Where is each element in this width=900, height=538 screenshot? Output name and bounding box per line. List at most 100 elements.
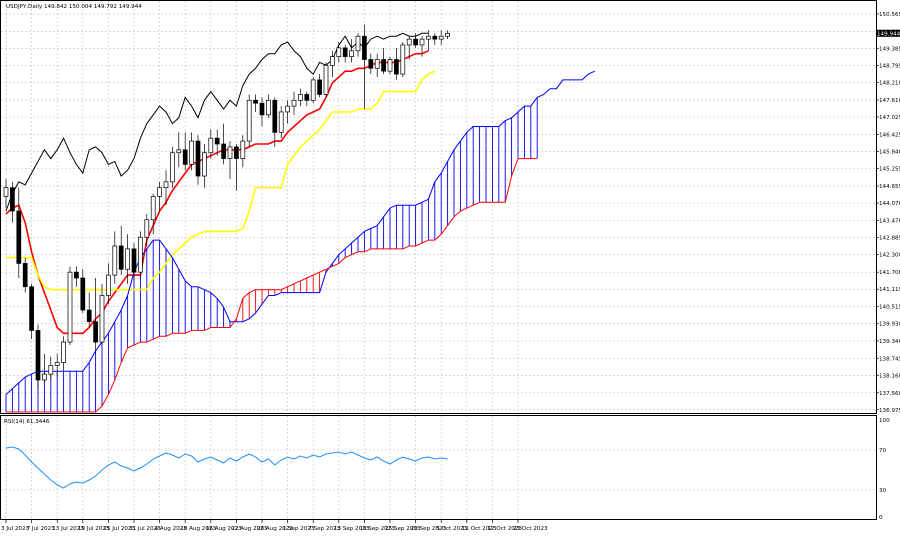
- price-tick-label: 142.885: [879, 236, 900, 242]
- date-tick-label: 16 Aug 2023: [206, 526, 242, 532]
- price-tick-label: 148.210: [879, 81, 900, 87]
- candle-body-bull: [157, 187, 162, 197]
- price-tick-label: 147.025: [879, 115, 900, 121]
- candle-body-bear: [74, 271, 79, 279]
- date-tick-label: 19 Jul 2023: [78, 526, 110, 532]
- candle-body-bear: [432, 35, 438, 40]
- candle-body-bear: [182, 149, 188, 165]
- date-tick-label: 17 Oct 2023: [487, 526, 522, 532]
- date-tick-label: 28 Aug 2023: [257, 526, 293, 532]
- rsi-level-label: 70: [879, 448, 887, 454]
- candle-body-bull: [240, 140, 246, 159]
- price-tick-label: 149.385: [879, 46, 900, 52]
- date-tick-label: 23 Oct 2023: [513, 526, 548, 532]
- candle-body-bear: [16, 210, 22, 264]
- series-line-chikou: [5, 32, 429, 212]
- candle-body-bull: [67, 271, 73, 343]
- candle-body-bear: [368, 59, 374, 69]
- candle-body-bull: [144, 219, 150, 238]
- price-tick-label: 137.560: [879, 391, 900, 397]
- price-axis: 150.565149.960149.385148.795148.210147.6…: [876, 12, 900, 414]
- candle-body-bull: [48, 365, 54, 375]
- price-tick-label: 145.840: [879, 150, 900, 156]
- candle-body-bear: [259, 102, 265, 116]
- date-tick-label: 13 Jul 2023: [52, 526, 84, 532]
- candle-body-bear: [394, 59, 399, 75]
- candle-body-bull: [336, 47, 342, 57]
- candle-body-bull: [246, 99, 252, 142]
- candle-body-bull: [163, 181, 169, 189]
- candle-body-bull: [406, 38, 412, 46]
- candle-body-bull: [112, 245, 118, 276]
- candlesticks: [3, 24, 450, 389]
- candle-body-bear: [118, 245, 124, 270]
- price-tick-label: 141.115: [879, 287, 900, 293]
- price-tick-label: 142.300: [879, 253, 900, 259]
- price-tick-label: 140.515: [879, 305, 900, 311]
- price-tick-label: 148.795: [879, 63, 900, 69]
- candle-body-bear: [22, 263, 28, 288]
- candle-body-bull: [170, 152, 175, 183]
- current-price-tag: [876, 29, 900, 37]
- date-tick-label: 22 Aug 2023: [231, 526, 267, 532]
- rsi-level-label: 30: [879, 488, 887, 494]
- rsi-indicator: 100 70 30 0: [1, 418, 890, 521]
- date-tick-label: 3 Jul 2023: [1, 526, 30, 532]
- candle-body-bear: [253, 99, 258, 104]
- candle-body-bull: [374, 59, 380, 69]
- candle-body-bull: [61, 341, 66, 363]
- price-tick-label: 146.425: [879, 133, 900, 139]
- price-tick-label: 144.070: [879, 201, 900, 207]
- candle-body-bear: [272, 99, 278, 133]
- rsi-line: [5, 446, 448, 489]
- candle-body-bull: [150, 196, 156, 221]
- rsi-level-label: 0: [879, 515, 883, 521]
- candle-body-bull: [285, 105, 290, 113]
- candle-body-bear: [131, 248, 137, 273]
- date-tick-label: 19 Sep 2023: [359, 526, 395, 532]
- date-tick-label: 25 Jul 2023: [103, 526, 135, 532]
- grid-lines: [1, 1, 876, 519]
- price-tick-label: 150.565: [879, 12, 900, 18]
- candle-body-bear: [195, 140, 201, 177]
- candle-body-bull: [387, 59, 393, 72]
- price-tick-label: 144.655: [879, 184, 900, 190]
- date-tick-label: 29 Sep 2023: [411, 526, 447, 532]
- candle-body-bull: [400, 44, 406, 75]
- date-tick-label: 7 Jul 2023: [27, 526, 56, 532]
- current-price-label: 149.944: [877, 31, 900, 37]
- date-tick-label: 11 Oct 2023: [462, 526, 497, 532]
- candle-body-bull: [202, 152, 207, 177]
- price-tick-label: 136.975: [879, 408, 900, 414]
- candle-body-bear: [86, 309, 92, 323]
- candle-body-bull: [355, 35, 361, 52]
- candle-body-bull: [445, 32, 450, 37]
- candle-body-bull: [208, 137, 214, 154]
- price-tick-label: 139.930: [879, 322, 900, 328]
- candle-body-bear: [35, 330, 41, 381]
- date-tick-label: 1 Sep 2023: [283, 526, 315, 532]
- candle-body-bull: [227, 146, 233, 159]
- candle-body-bull: [426, 35, 431, 40]
- rsi-level-label: 100: [879, 418, 890, 424]
- candle-body-bear: [304, 94, 310, 101]
- candle-body-bear: [234, 146, 239, 159]
- price-tick-label: 145.255: [879, 167, 900, 173]
- candle-body-bear: [10, 187, 15, 212]
- candle-body-bull: [125, 248, 130, 270]
- candle-body-bull: [349, 50, 354, 57]
- candle-body-bull: [189, 140, 194, 165]
- candle-body-bear: [93, 321, 98, 343]
- candle-body-bear: [381, 59, 386, 72]
- date-tick-label: 7 Sep 2023: [308, 526, 340, 532]
- candle-body-bull: [330, 56, 335, 66]
- price-tick-label: 138.160: [879, 373, 900, 379]
- candle-body-bull: [323, 64, 329, 95]
- rsi-panel-border: [0, 415, 877, 520]
- candle-body-bull: [291, 99, 297, 107]
- candle-body-bull: [138, 236, 143, 273]
- chart-title: USDJPY,Daily 149.842 150.004 149.792 149…: [6, 4, 142, 10]
- candle-body-bull: [176, 149, 182, 154]
